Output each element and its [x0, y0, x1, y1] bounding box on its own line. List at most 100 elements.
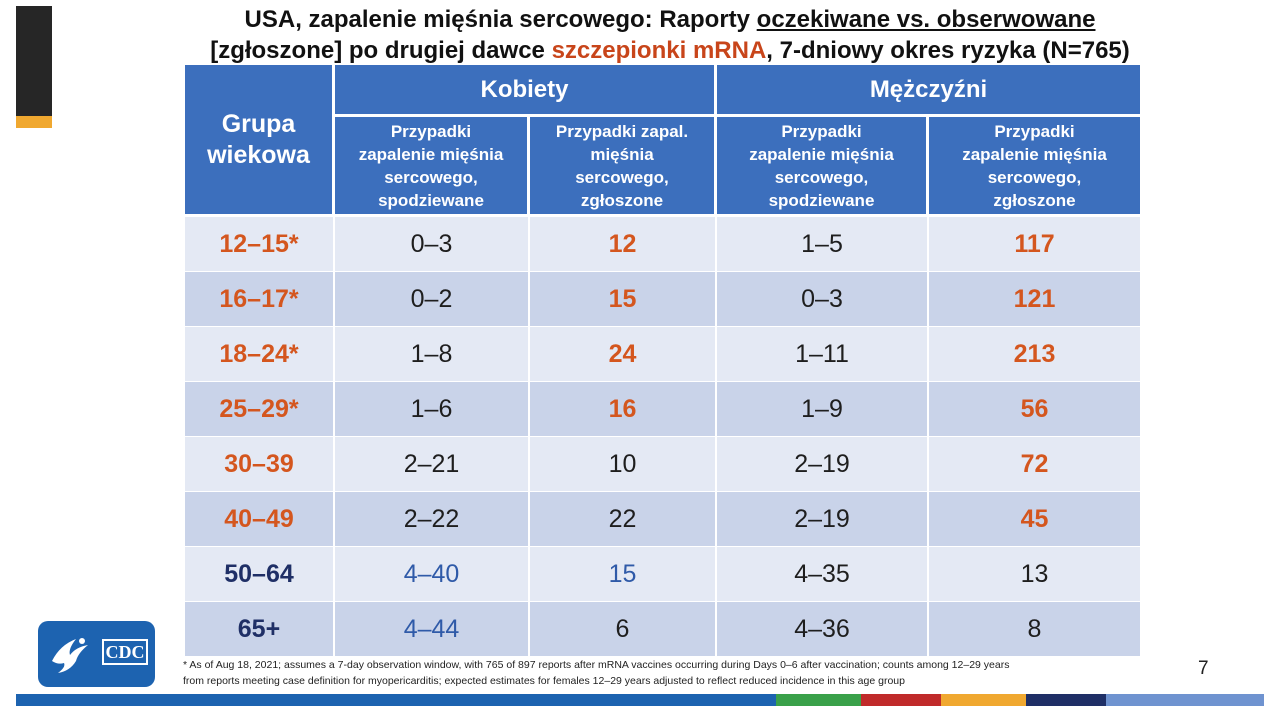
table-row: 25–29* 1–6 16 1–9 56	[185, 382, 1140, 437]
table-row: 12–15* 0–3 12 1–5 117	[185, 217, 1140, 272]
women-reported-cell: 22	[530, 492, 717, 547]
women-reported-cell: 15	[530, 547, 717, 602]
women-expected-cell: 4–40	[335, 547, 530, 602]
header-line: zapalenie mięśnia	[358, 144, 504, 164]
men-header: Mężczyźni	[717, 65, 1140, 117]
title-underlined-text: oczekiwane vs. obserwowane	[756, 6, 1096, 33]
table-row: 65+ 4–44 6 4–36 8	[185, 602, 1140, 657]
header-line: sercowego,	[384, 167, 478, 187]
women-reported-cell: 12	[530, 217, 717, 272]
men-reported-cell: 56	[929, 382, 1140, 437]
men-expected-cell: 4–35	[717, 547, 929, 602]
men-expected-cell: 2–19	[717, 492, 929, 547]
men-reported-cell: 213	[929, 327, 1140, 382]
age-cell: 40–49	[185, 492, 335, 547]
table-row: 16–17* 0–2 15 0–3 121	[185, 272, 1140, 327]
age-cell: 16–17*	[185, 272, 335, 327]
men-expected-cell: 1–11	[717, 327, 929, 382]
men-reported-cell: 72	[929, 437, 1140, 492]
women-expected-cell: 2–22	[335, 492, 530, 547]
women-expected-cell: 0–2	[335, 272, 530, 327]
women-expected-cell: 0–3	[335, 217, 530, 272]
stripe-segment	[1026, 694, 1106, 706]
title-line-2-end: , 7-dniowy okres ryzyka (N=765)	[766, 37, 1130, 64]
age-group-header: Grupa wiekowa	[185, 65, 335, 217]
footer-color-stripe	[16, 694, 1264, 706]
slide-title: USA, zapalenie mięśnia sercowego: Raport…	[60, 4, 1280, 66]
men-reported-cell: 121	[929, 272, 1140, 327]
women-expected-cell: 1–6	[335, 382, 530, 437]
men-expected-cell: 1–5	[717, 217, 929, 272]
title-line-1-text: USA, zapalenie mięśnia sercowego: Raport…	[244, 6, 757, 33]
age-cell: 50–64	[185, 547, 335, 602]
women-expected-header: Przypadki zapalenie mięśnia sercowego, s…	[335, 117, 530, 217]
title-highlight-text: szczepionki mRNA	[551, 37, 767, 64]
header-line: zgłoszone	[993, 190, 1076, 210]
cdc-logo: CDC	[38, 621, 155, 687]
women-reported-cell: 24	[530, 327, 717, 382]
header-line: spodziewane	[768, 190, 875, 210]
age-cell: 18–24*	[185, 327, 335, 382]
age-group-header-line-2: wiekowa	[207, 140, 310, 169]
myocarditis-table: Grupa wiekowa Kobiety Mężczyźni Przypadk…	[185, 65, 1140, 657]
header-line: zgłoszone	[580, 190, 664, 210]
header-line: spodziewane	[378, 190, 484, 210]
men-expected-cell: 2–19	[717, 437, 929, 492]
header-line: Przypadki	[994, 121, 1075, 141]
stripe-segment	[696, 694, 776, 706]
women-header: Kobiety	[335, 65, 717, 117]
left-accent-bar	[16, 6, 52, 116]
women-reported-cell: 16	[530, 382, 717, 437]
age-cell: 65+	[185, 602, 335, 657]
title-line-2-text: [zgłoszone] po drugiej dawce	[210, 37, 552, 64]
men-reported-header: Przypadki zapalenie mięśnia sercowego, z…	[929, 117, 1140, 217]
page-number: 7	[1198, 658, 1209, 679]
women-reported-header: Przypadki zapal. mięśnia sercowego, zgło…	[530, 117, 717, 217]
footnote-line-2: from reports meeting case definition for…	[183, 675, 905, 687]
header-line: zapalenie mięśnia	[749, 144, 894, 164]
footnote-line-1: * As of Aug 18, 2021; assumes a 7-day ob…	[183, 659, 1010, 671]
left-accent-bar-orange	[16, 116, 52, 128]
men-expected-cell: 4–36	[717, 602, 929, 657]
women-reported-cell: 15	[530, 272, 717, 327]
header-line: sercowego,	[987, 167, 1082, 187]
stripe-segment	[16, 694, 696, 706]
women-reported-cell: 6	[530, 602, 717, 657]
men-expected-cell: 0–3	[717, 272, 929, 327]
header-line: Przypadki	[781, 121, 862, 141]
title-line-2: [zgłoszone] po drugiej dawce szczepionki…	[60, 35, 1280, 66]
age-cell: 12–15*	[185, 217, 335, 272]
age-cell: 30–39	[185, 437, 335, 492]
header-row-top: Grupa wiekowa Kobiety Mężczyźni	[185, 65, 1140, 217]
women-expected-cell: 4–44	[335, 602, 530, 657]
header-row-sub: Przypadki zapalenie mięśnia sercowego, s…	[185, 117, 1140, 217]
hhs-eagle-icon	[52, 638, 88, 673]
header-line: sercowego,	[575, 167, 669, 187]
table-row: 18–24* 1–8 24 1–11 213	[185, 327, 1140, 382]
age-group-header-line-1: Grupa	[221, 109, 296, 138]
table-row: 40–49 2–22 22 2–19 45	[185, 492, 1140, 547]
table-row: 50–64 4–40 15 4–35 13	[185, 547, 1140, 602]
stripe-segment	[1106, 694, 1264, 706]
title-line-1: USA, zapalenie mięśnia sercowego: Raport…	[60, 4, 1280, 35]
men-reported-cell: 45	[929, 492, 1140, 547]
cdc-logo-text: CDC	[102, 639, 148, 665]
header-line: sercowego,	[774, 167, 869, 187]
stripe-segment	[861, 694, 941, 706]
women-expected-cell: 2–21	[335, 437, 530, 492]
header-line: Przypadki zapal.	[555, 121, 689, 141]
men-expected-cell: 1–9	[717, 382, 929, 437]
men-reported-cell: 13	[929, 547, 1140, 602]
men-expected-header: Przypadki zapalenie mięśnia sercowego, s…	[717, 117, 929, 217]
header-line: zapalenie mięśnia	[962, 144, 1107, 164]
men-reported-cell: 117	[929, 217, 1140, 272]
header-line: Przypadki	[390, 121, 472, 141]
men-reported-cell: 8	[929, 602, 1140, 657]
stripe-segment	[776, 694, 861, 706]
stripe-segment	[941, 694, 1026, 706]
header-line: mięśnia	[590, 144, 654, 164]
women-expected-cell: 1–8	[335, 327, 530, 382]
footnote: * As of Aug 18, 2021; assumes a 7-day ob…	[183, 657, 1173, 689]
women-reported-cell: 10	[530, 437, 717, 492]
table-row: 30–39 2–21 10 2–19 72	[185, 437, 1140, 492]
